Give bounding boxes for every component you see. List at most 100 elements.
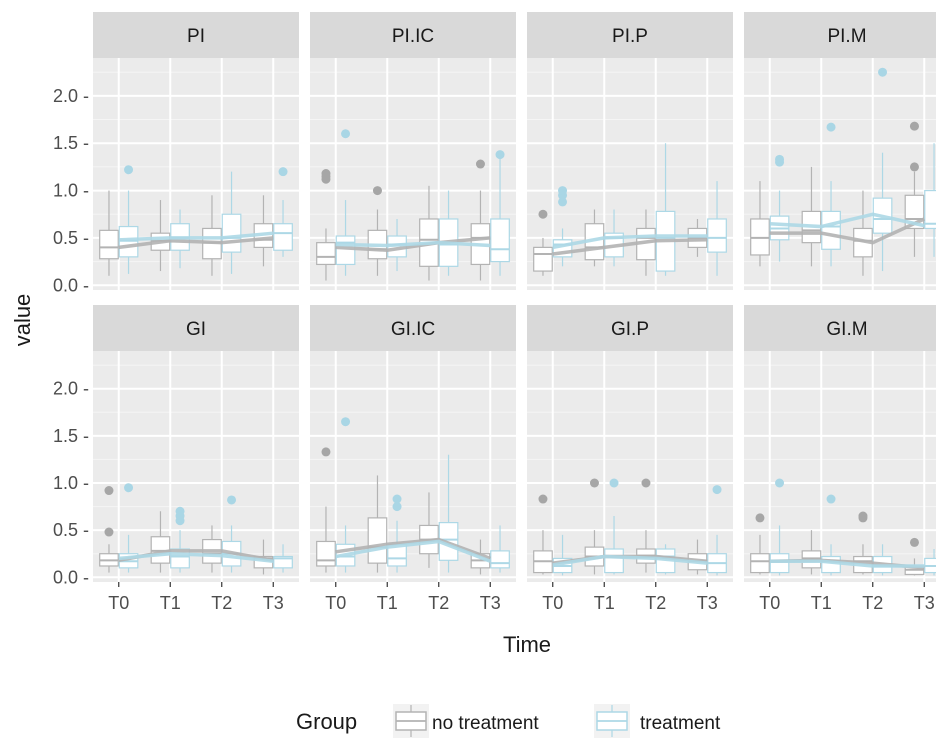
y-axis-title: value: [10, 294, 35, 347]
panel-pi-m: PI.M: [744, 12, 936, 290]
x-tick-label: T2: [428, 593, 449, 613]
box-treatment-t3: [490, 525, 510, 573]
legend-label: treatment: [640, 713, 721, 734]
panel-title: PI.IC: [392, 26, 434, 47]
outlier-point: [589, 478, 599, 488]
median-line-no-treatment: [335, 236, 491, 252]
box-treatment-t3: [273, 544, 293, 573]
box-iqr: [533, 246, 553, 272]
box-iqr: [604, 548, 624, 574]
panel-pi: PI: [93, 12, 299, 290]
y-tick-label: 2.0 -: [53, 379, 89, 399]
box-iqr: [707, 218, 727, 253]
box-iqr: [750, 553, 770, 574]
outlier-point: [341, 129, 351, 139]
outlier-point: [175, 506, 185, 516]
median-line-treatment: [769, 559, 925, 568]
panel-gi: GI: [93, 305, 299, 582]
box-no-treatment-t0: [99, 486, 119, 573]
panel-pi-ic: PI.IC: [310, 12, 516, 290]
box-treatment-t3: [490, 150, 510, 276]
median-line-treatment: [335, 240, 491, 248]
box-no-treatment-t0: [316, 169, 336, 281]
outlier-point: [341, 417, 351, 427]
outlier-point: [321, 447, 331, 457]
panel-background: [744, 58, 936, 290]
box-iqr: [367, 517, 388, 564]
outlier-point: [712, 485, 722, 495]
median-line-treatment: [552, 554, 708, 567]
median-line-treatment: [552, 234, 708, 250]
legend: Group no treatment treatment: [296, 704, 721, 738]
box-no-treatment-t0: [316, 447, 336, 573]
x-tick-label: T2: [645, 593, 666, 613]
box-iqr: [221, 213, 242, 253]
box-iqr: [316, 242, 336, 266]
panel-pi-p: PI.P: [527, 12, 733, 290]
median-line-no-treatment: [769, 217, 925, 245]
y-tick-label: 0.5 -: [53, 228, 89, 248]
box-iqr: [273, 555, 293, 569]
box-iqr: [490, 550, 510, 569]
outlier-point: [104, 527, 114, 537]
x-tick-label: T3: [914, 593, 935, 613]
panel-title: PI.P: [612, 26, 648, 47]
outlier-point: [558, 197, 568, 207]
outlier-point: [475, 159, 485, 169]
panel-title: GI.M: [826, 319, 867, 340]
outlier-point: [372, 186, 382, 196]
legend-title: Group: [296, 709, 357, 734]
outlier-point: [392, 494, 402, 504]
box-iqr: [924, 189, 936, 230]
median-line-no-treatment: [552, 238, 708, 256]
median-line-no-treatment: [118, 236, 274, 250]
x-tick-label: T3: [697, 593, 718, 613]
panel-strip: [310, 12, 516, 58]
outlier-point: [227, 495, 237, 505]
panel-background: [527, 351, 733, 582]
outlier-point: [538, 209, 548, 219]
x-tick-label: T2: [211, 593, 232, 613]
outlier-point: [609, 478, 619, 488]
outlier-point: [775, 154, 785, 164]
panel-title: GI: [186, 319, 206, 340]
box-no-treatment-t0: [750, 513, 770, 575]
panel-title: GI.P: [611, 319, 649, 340]
outlier-point: [858, 511, 868, 521]
panel-gi-m: GI.M: [744, 305, 936, 582]
outlier-point: [278, 167, 288, 177]
x-tick-label: T0: [108, 593, 129, 613]
outlier-point: [124, 165, 134, 175]
panel-gi-ic: GI.IC: [310, 305, 516, 582]
outlier-point: [878, 67, 888, 77]
outlier-point: [826, 122, 836, 132]
x-tick-label: T2: [862, 593, 883, 613]
panel-strip: [744, 305, 936, 351]
x-tick-label: T1: [377, 593, 398, 613]
box-iqr: [273, 223, 293, 251]
panel-strip: [744, 12, 936, 58]
panel-strip: [310, 305, 516, 351]
y-tick-label: 1.5 -: [53, 426, 89, 446]
legend-label: no treatment: [432, 713, 539, 734]
panel-strip: [93, 12, 299, 58]
x-tick-label: T1: [594, 593, 615, 613]
median-line-treatment: [769, 212, 925, 229]
panel-title: PI.M: [827, 26, 866, 47]
box-no-treatment-t3: [687, 218, 708, 257]
outlier-point: [104, 486, 114, 496]
panel-gi-p: GI.P: [527, 305, 733, 582]
box-treatment-t0: [769, 478, 790, 576]
box-no-treatment-t0: [533, 494, 553, 575]
x-tick-label: T0: [542, 593, 563, 613]
x-tick-label: T1: [160, 593, 181, 613]
box-iqr: [490, 218, 510, 263]
panel-background: [93, 351, 299, 582]
outlier-point: [641, 478, 651, 488]
panel-strip: [527, 12, 733, 58]
median-line-treatment: [118, 551, 274, 563]
x-axis-title: Time: [503, 632, 551, 657]
median-line-no-treatment: [335, 537, 491, 561]
